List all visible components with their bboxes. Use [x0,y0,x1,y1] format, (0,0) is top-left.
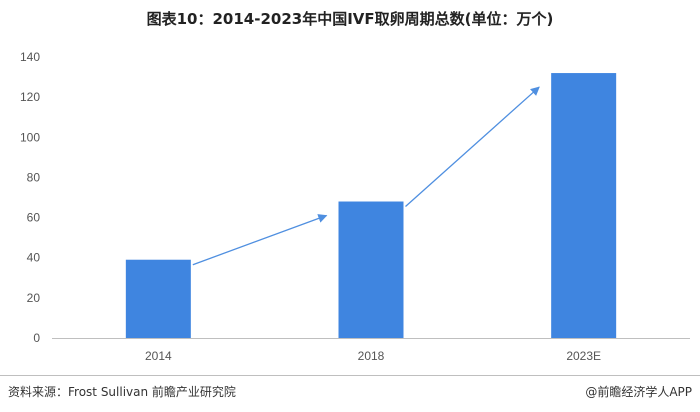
bar-2018 [338,201,404,338]
x-tick-label: 2018 [358,349,385,363]
trend-arrow [192,214,328,266]
y-axis-tick-labels: 0 20 40 60 80 100 120 140 [20,50,40,345]
y-tick-label: 140 [20,50,40,64]
source-note: 资料来源：Frost Sullivan 前瞻产业研究院 [8,385,236,399]
y-tick-label: 100 [20,130,40,144]
trend-arrow [405,86,540,207]
x-tick-label: 2023E [566,349,601,363]
y-tick-label: 0 [33,331,40,345]
y-tick-label: 60 [27,211,41,225]
y-tick-label: 40 [27,251,41,265]
footer-divider [0,375,700,376]
brand-credit: @前瞻经济学人APP [585,385,692,399]
y-tick-label: 20 [27,291,41,305]
y-tick-label: 120 [20,90,40,104]
bar-2023e [551,73,617,339]
x-tick-label: 2014 [145,349,172,363]
bars-group [125,73,617,339]
bar-2014 [125,259,191,338]
y-tick-label: 80 [27,170,41,184]
trend-arrows [192,86,540,266]
x-axis-tick-labels: 2014 2018 2023E [145,349,601,363]
chart-title: 图表10：2014-2023年中国IVF取卵周期总数(单位：万个) [146,10,554,28]
